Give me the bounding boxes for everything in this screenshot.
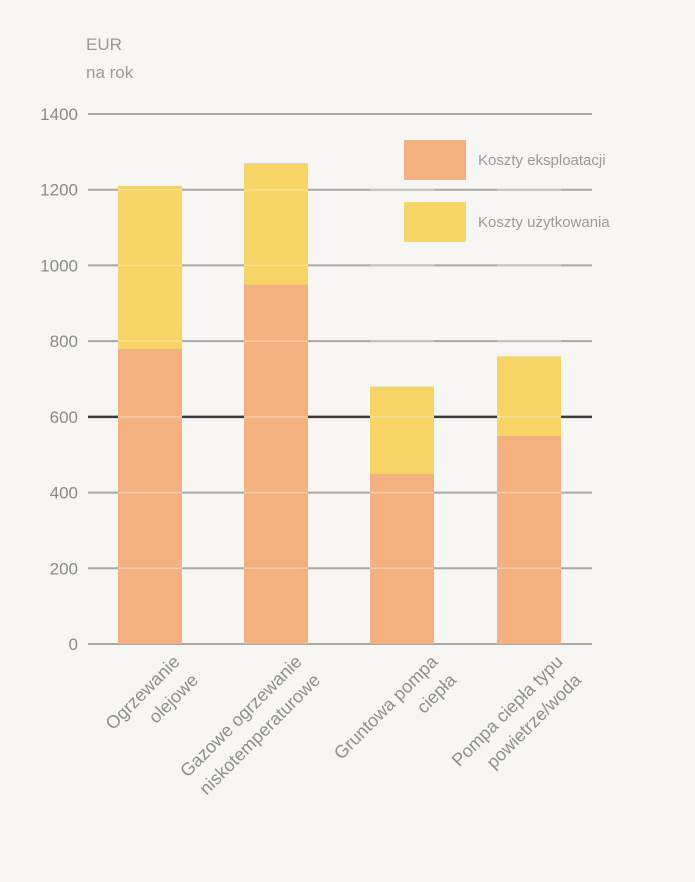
- bar-usage-cost: [370, 386, 434, 474]
- grid: 0 200 400 600 800 1000 1200 1400: [40, 105, 592, 654]
- y-tick-label: 200: [50, 559, 78, 578]
- y-tick-label: 0: [69, 635, 78, 654]
- legend-swatch: [404, 140, 466, 180]
- y-tick-label: 600: [50, 408, 78, 427]
- y-tick-label: 400: [50, 484, 78, 503]
- legend-label: Koszty użytkowania: [478, 214, 610, 231]
- bar-usage-cost: [244, 163, 308, 285]
- bar-operating-cost: [370, 473, 434, 644]
- bar-usage-cost: [497, 356, 561, 436]
- y-unit-line-1: EUR: [86, 35, 122, 54]
- legend-swatch: [404, 202, 466, 242]
- y-tick-label: 1400: [40, 105, 78, 124]
- y-tick-label: 800: [50, 332, 78, 351]
- bar-operating-cost: [497, 435, 561, 644]
- y-tick-label: 1200: [40, 181, 78, 200]
- axis-labels: EUR na rok: [86, 35, 134, 82]
- y-unit-line-2: na rok: [86, 63, 134, 82]
- bar-usage-cost: [118, 185, 182, 349]
- y-tick-label: 1000: [40, 256, 78, 275]
- bar-operating-cost: [244, 284, 308, 644]
- legend: Koszty eksploatacji Koszty użytkowania: [404, 140, 610, 242]
- bars: [118, 163, 561, 644]
- bar-operating-cost: [118, 348, 182, 644]
- legend-label: Koszty eksploatacji: [478, 152, 606, 169]
